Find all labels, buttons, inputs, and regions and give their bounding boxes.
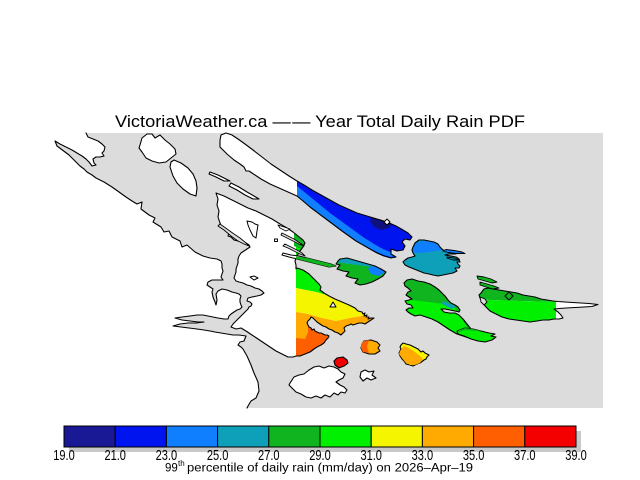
svg-text:29.0: 29.0 (309, 447, 331, 464)
svg-text:th: th (178, 459, 185, 468)
svg-text:percentile of daily rain (mm/d: percentile of daily rain (mm/day) on 202… (187, 463, 473, 475)
svg-text:23.0: 23.0 (156, 447, 178, 464)
svg-text:33.0: 33.0 (412, 447, 434, 464)
svg-text:31.0: 31.0 (360, 447, 382, 464)
svg-text:37.0: 37.0 (514, 447, 536, 464)
svg-text:19.0: 19.0 (53, 447, 75, 464)
svg-text:25.0: 25.0 (207, 447, 229, 464)
svg-text:VictoriaWeather.ca — — Year To: VictoriaWeather.ca — — Year Total Daily … (115, 113, 525, 131)
svg-text:21.0: 21.0 (104, 447, 126, 464)
svg-text:27.0: 27.0 (258, 447, 280, 464)
svg-text:35.0: 35.0 (463, 447, 485, 464)
svg-text:39.0: 39.0 (565, 447, 587, 464)
svg-text:99: 99 (165, 463, 178, 475)
